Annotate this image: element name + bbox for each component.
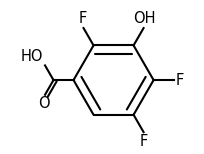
Text: F: F <box>175 73 183 88</box>
Text: F: F <box>79 11 87 26</box>
Text: F: F <box>140 134 148 149</box>
Text: HO: HO <box>21 49 43 64</box>
Text: O: O <box>38 96 49 111</box>
Text: OH: OH <box>133 11 156 26</box>
